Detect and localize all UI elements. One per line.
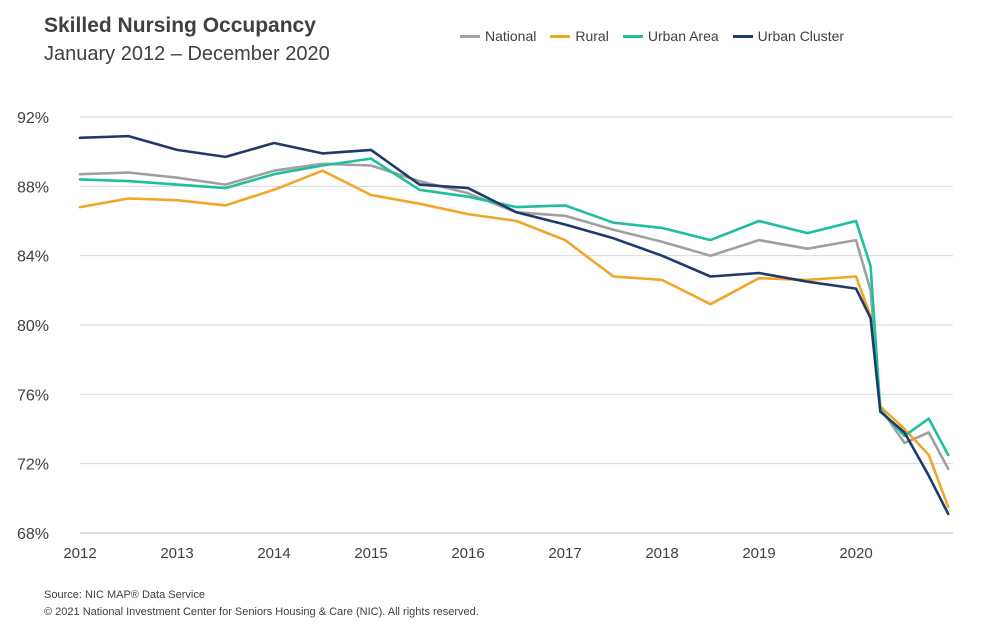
y-tick-label: 76% <box>17 387 49 404</box>
legend-label: Rural <box>575 28 609 44</box>
chart-title: Skilled Nursing Occupancy <box>44 14 316 37</box>
x-tick-label: 2014 <box>257 545 290 562</box>
legend-label: Urban Cluster <box>757 28 845 44</box>
y-tick-label: 80% <box>17 318 49 335</box>
x-tick-label: 2018 <box>645 545 678 562</box>
legend-item: Rural <box>550 28 609 44</box>
x-tick-label: 2020 <box>839 545 872 562</box>
y-tick-label: 84% <box>17 249 49 266</box>
legend-swatch <box>622 34 643 38</box>
x-tick-label: 2015 <box>354 545 387 562</box>
legend-item: Urban Cluster <box>732 28 845 44</box>
x-tick-label: 2016 <box>451 545 484 562</box>
legend: National Rural Urban Area Urban Cluster <box>460 28 844 44</box>
series-line-national <box>78 162 950 471</box>
legend-swatch <box>732 34 753 38</box>
legend-swatch <box>550 34 571 38</box>
y-tick-label: 88% <box>17 179 49 196</box>
series-line-urban-cluster <box>78 134 950 516</box>
series-line-urban-area <box>78 157 950 457</box>
x-tick-label: 2019 <box>742 545 775 562</box>
x-tick-label: 2012 <box>63 545 96 562</box>
legend-item: National <box>460 28 536 44</box>
legend-label: National <box>485 28 537 44</box>
source-note: Source: NIC MAP® Data Service <box>44 589 205 601</box>
y-tick-label: 92% <box>17 110 49 127</box>
copyright-note: © 2021 National Investment Center for Se… <box>44 606 479 618</box>
series-line-rural <box>78 169 950 509</box>
chart-subtitle: January 2012 – December 2020 <box>44 43 330 65</box>
legend-label: Urban Area <box>647 28 719 44</box>
y-tick-label: 68% <box>17 526 49 543</box>
legend-item: Urban Area <box>622 28 719 44</box>
x-tick-label: 2017 <box>548 545 581 562</box>
legend-swatch <box>460 34 480 38</box>
y-tick-label: 72% <box>17 457 49 474</box>
x-tick-label: 2013 <box>160 545 193 562</box>
